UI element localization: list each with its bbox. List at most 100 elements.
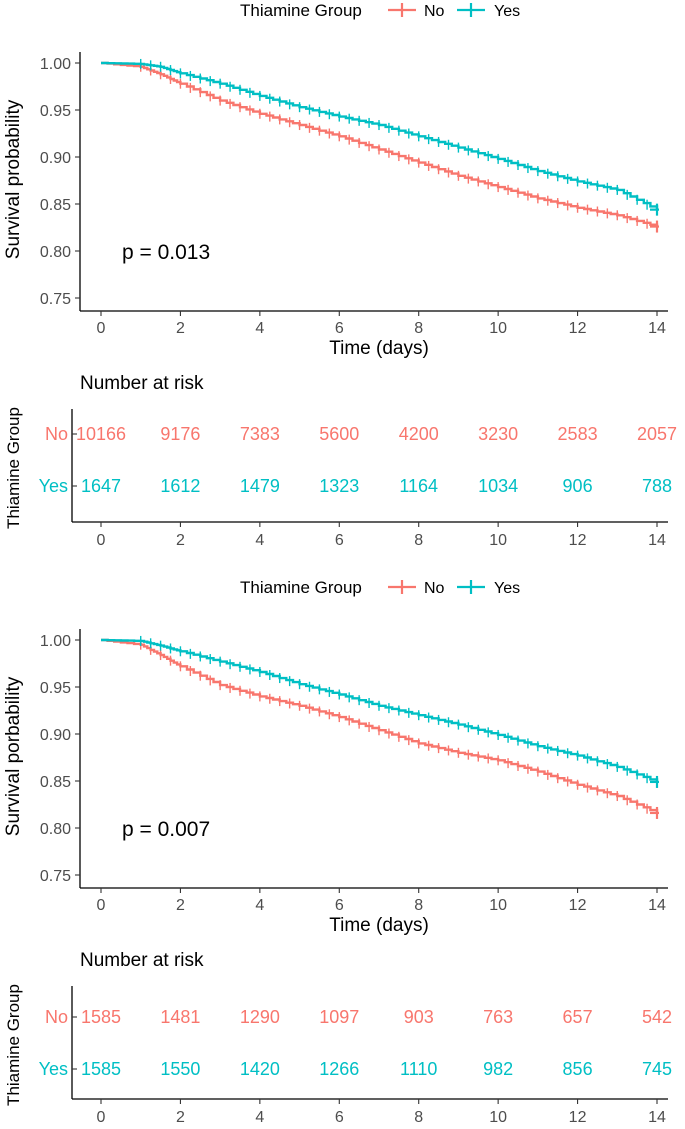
risk-value: 5600 <box>319 424 359 444</box>
risk-x-tick-label: 12 <box>569 1109 587 1126</box>
km-curve-yes <box>101 61 659 210</box>
y-tick-label: 0.80 <box>40 244 71 261</box>
risk-row-yes: Yes 1647 1612 1479 1323 1164 1034 906 788 <box>39 476 672 496</box>
legend-entry-yes: Yes <box>457 580 520 597</box>
risk-x-tick-label: 2 <box>176 532 185 549</box>
risk-value: 788 <box>642 476 672 496</box>
x-tick-label: 12 <box>569 320 587 337</box>
p-value: p = 0.013 <box>122 241 210 264</box>
y-axis-title: Survival probability <box>3 99 24 259</box>
risk-value: 1110 <box>400 1059 437 1079</box>
legend-label: Yes <box>494 3 520 20</box>
risk-value: 3230 <box>478 424 518 444</box>
risk-value: 4200 <box>399 424 439 444</box>
x-tick-label: 10 <box>489 320 507 337</box>
x-axis-title: Time (days) <box>329 338 429 359</box>
risk-row-no: No 10166 9176 7383 5600 4200 3230 2583 2057 <box>45 424 677 444</box>
censor-marks-no <box>140 639 658 818</box>
risk-value: 1585 <box>81 1007 121 1027</box>
km-curve-yes <box>101 638 659 782</box>
p-value: p = 0.007 <box>122 818 210 841</box>
risk-x-tick-label: 8 <box>414 532 423 549</box>
x-tick-label: 0 <box>97 897 106 914</box>
risk-value: 657 <box>563 1007 593 1027</box>
y-tick-label: 1.00 <box>40 633 71 650</box>
legend-title: Thiamine Group <box>240 1 362 20</box>
risk-table-title: Number at risk <box>80 373 204 394</box>
x-tick-label: 12 <box>569 897 587 914</box>
risk-x-tick-label: 0 <box>97 1109 106 1126</box>
x-tick-label: 8 <box>414 897 423 914</box>
risk-value: 1420 <box>240 1059 280 1079</box>
risk-value: 1612 <box>160 476 200 496</box>
risk-table-2: Number at risk Thiamine Group No 1585 1481 12… <box>4 950 672 1126</box>
risk-x-tick-label: 6 <box>335 532 344 549</box>
risk-x-tick-label: 8 <box>414 1109 423 1126</box>
x-tick-label: 10 <box>489 897 507 914</box>
risk-value: 1550 <box>160 1059 200 1079</box>
risk-value: 1323 <box>319 476 359 496</box>
risk-value: 7383 <box>240 424 280 444</box>
x-tick-label: 4 <box>255 897 264 914</box>
risk-value: 10166 <box>76 424 126 444</box>
legend-label: No <box>424 3 445 20</box>
risk-x-tick-label: 14 <box>648 1109 666 1126</box>
y-axis-title: Survival porbability <box>3 676 24 836</box>
risk-value: 1266 <box>319 1059 359 1079</box>
y-tick-label: 0.95 <box>40 103 71 120</box>
y-tick-label: 1.00 <box>40 56 71 73</box>
risk-value: 1164 <box>399 476 438 496</box>
y-tick-label: 0.75 <box>40 868 71 885</box>
legend-label: Yes <box>494 580 520 597</box>
y-tick-label: 0.85 <box>40 197 71 214</box>
risk-x-tick-label: 0 <box>97 532 106 549</box>
legend-entry-no: No <box>388 580 445 597</box>
km-panel-2: Thiamine Group No Yes 0.75 0.80 0.85 0.90 0.95 1… <box>3 578 668 936</box>
risk-value: 2583 <box>558 424 598 444</box>
x-axis-title: Time (days) <box>329 915 429 936</box>
x-tick-label: 14 <box>648 320 666 337</box>
y-tick-label: 0.90 <box>40 150 71 167</box>
censor-marks-yes <box>140 635 658 787</box>
x-tick-label: 4 <box>255 320 264 337</box>
legend-entry-no: No <box>388 3 445 20</box>
risk-row-label: No <box>45 1007 68 1027</box>
risk-value: 542 <box>642 1007 672 1027</box>
risk-x-tick-label: 14 <box>648 532 666 549</box>
x-tick-label: 6 <box>335 897 344 914</box>
y-tick-label: 0.80 <box>40 821 71 838</box>
legend: Thiamine Group No Yes <box>240 1 520 20</box>
km-panel-1: Thiamine Group No Yes 0.75 0.80 0.85 0.90 0.95 1… <box>3 1 668 359</box>
y-tick-label: 0.90 <box>40 727 71 744</box>
risk-value: 903 <box>404 1007 434 1027</box>
risk-value: 856 <box>563 1059 593 1079</box>
risk-value: 763 <box>483 1007 513 1027</box>
x-tick-label: 14 <box>648 897 666 914</box>
risk-value: 1481 <box>160 1007 200 1027</box>
risk-row-label: Yes <box>39 1059 68 1079</box>
risk-x-tick-label: 10 <box>489 532 507 549</box>
risk-value: 2057 <box>637 424 677 444</box>
risk-value: 1647 <box>81 476 121 496</box>
legend-entry-yes: Yes <box>457 3 520 20</box>
legend-title: Thiamine Group <box>240 578 362 597</box>
legend: Thiamine Group No Yes <box>240 578 520 597</box>
risk-row-no: No 1585 1481 1290 1097 903 763 657 542 <box>45 1007 672 1027</box>
risk-table-1: Number at risk Thiamine Group No 10166 9176 7… <box>4 373 677 549</box>
risk-row-yes: Yes 1585 1550 1420 1266 1110 982 856 745 <box>39 1059 672 1079</box>
risk-value: 9176 <box>160 424 200 444</box>
y-tick-label: 0.95 <box>40 680 71 697</box>
risk-value: 1097 <box>319 1007 359 1027</box>
risk-x-tick-label: 4 <box>255 1109 264 1126</box>
y-tick-label: 0.75 <box>40 291 71 308</box>
legend-label: No <box>424 580 445 597</box>
censor-marks-no <box>140 61 658 232</box>
risk-x-tick-label: 2 <box>176 1109 185 1126</box>
risk-value: 1290 <box>240 1007 280 1027</box>
risk-row-label: Yes <box>39 476 68 496</box>
risk-y-axis-title: Thiamine Group <box>4 407 23 529</box>
risk-value: 982 <box>483 1059 513 1079</box>
x-tick-label: 2 <box>176 897 185 914</box>
risk-x-tick-label: 12 <box>569 532 587 549</box>
